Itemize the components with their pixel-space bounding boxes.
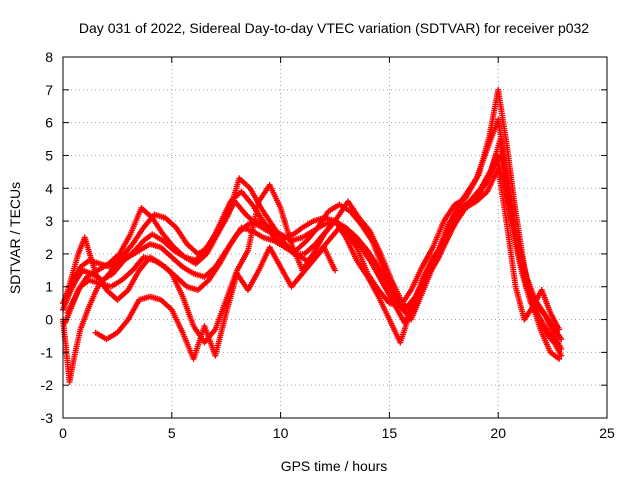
y-tick-label: 7	[45, 82, 53, 98]
x-tick-label: 0	[59, 425, 67, 441]
data-point	[553, 342, 560, 349]
y-tick-label: 6	[45, 115, 53, 131]
x-tick-label: 20	[490, 425, 506, 441]
y-tick-label: 8	[45, 49, 53, 65]
y-tick-label: 3	[45, 213, 53, 229]
x-tick-label: 25	[599, 425, 615, 441]
data-point	[558, 336, 565, 343]
data-point	[556, 355, 563, 362]
x-tick-label: 15	[382, 425, 398, 441]
y-tick-label: 0	[45, 312, 53, 328]
y-tick-label: 5	[45, 147, 53, 163]
y-tick-label: -3	[41, 410, 54, 426]
axis-ticks: 0 5 10 15 20 25 -3 -2 -1 0 1 2 3 4 5 6 7 8	[41, 49, 615, 441]
x-tick-label: 10	[273, 425, 289, 441]
y-tick-label: -1	[41, 344, 54, 360]
data-point	[556, 326, 563, 333]
data-point	[332, 267, 338, 274]
series-track-g	[92, 244, 338, 362]
data-point	[558, 352, 565, 359]
x-axis-label: GPS time / hours	[281, 458, 388, 474]
plot-frame	[62, 56, 608, 419]
y-axis-label: SDTVAR / TECUs	[7, 182, 23, 294]
series-track-f	[62, 165, 563, 346]
data-points	[60, 86, 565, 385]
x-tick-label: 5	[168, 425, 176, 441]
chart-title: Day 031 of 2022, Sidereal Day-to-day VTE…	[79, 20, 589, 36]
y-tick-label: 4	[45, 180, 53, 196]
y-tick-label: 1	[45, 279, 53, 295]
y-tick-label: 2	[45, 246, 53, 262]
y-tick-label: -2	[41, 377, 54, 393]
